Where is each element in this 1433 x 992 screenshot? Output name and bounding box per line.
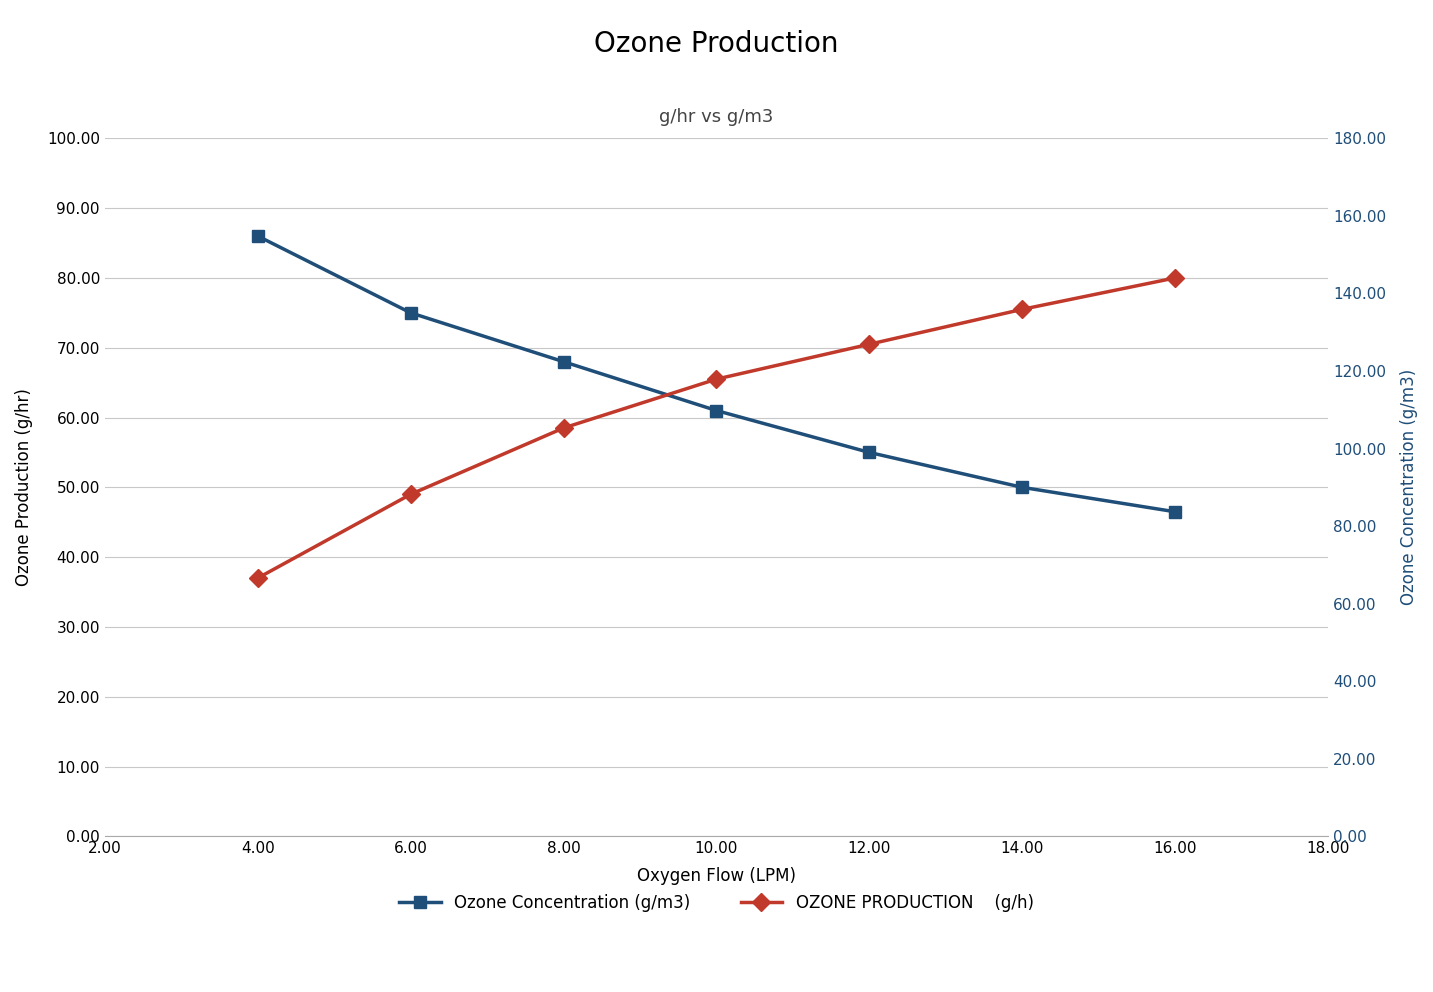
OZONE PRODUCTION    (g/h) bbox=[1166, 272, 1184, 284]
Y-axis label: Ozone Production (g/hr): Ozone Production (g/hr) bbox=[14, 389, 33, 586]
Ozone Concentration (g/m3) bbox=[555, 356, 572, 368]
X-axis label: Oxygen Flow (LPM): Oxygen Flow (LPM) bbox=[636, 867, 795, 886]
OZONE PRODUCTION    (g/h) bbox=[1013, 304, 1030, 315]
Ozone Concentration (g/m3) bbox=[1013, 481, 1030, 493]
Ozone Concentration (g/m3) bbox=[403, 307, 420, 318]
OZONE PRODUCTION    (g/h) bbox=[555, 422, 572, 434]
Line: Ozone Concentration (g/m3): Ozone Concentration (g/m3) bbox=[251, 230, 1181, 518]
Legend: Ozone Concentration (g/m3), OZONE PRODUCTION    (g/h): Ozone Concentration (g/m3), OZONE PRODUC… bbox=[393, 888, 1040, 919]
Text: Ozone Production: Ozone Production bbox=[595, 30, 838, 58]
OZONE PRODUCTION    (g/h) bbox=[249, 572, 267, 584]
Ozone Concentration (g/m3) bbox=[861, 446, 878, 458]
Line: OZONE PRODUCTION    (g/h): OZONE PRODUCTION (g/h) bbox=[251, 272, 1181, 584]
OZONE PRODUCTION    (g/h) bbox=[403, 488, 420, 500]
Ozone Concentration (g/m3) bbox=[708, 405, 725, 417]
OZONE PRODUCTION    (g/h) bbox=[861, 338, 878, 350]
Y-axis label: Ozone Concentration (g/m3): Ozone Concentration (g/m3) bbox=[1400, 369, 1419, 605]
Ozone Concentration (g/m3) bbox=[249, 230, 267, 242]
Title: g/hr vs g/m3: g/hr vs g/m3 bbox=[659, 107, 774, 126]
Ozone Concentration (g/m3) bbox=[1166, 506, 1184, 518]
OZONE PRODUCTION    (g/h) bbox=[708, 373, 725, 385]
